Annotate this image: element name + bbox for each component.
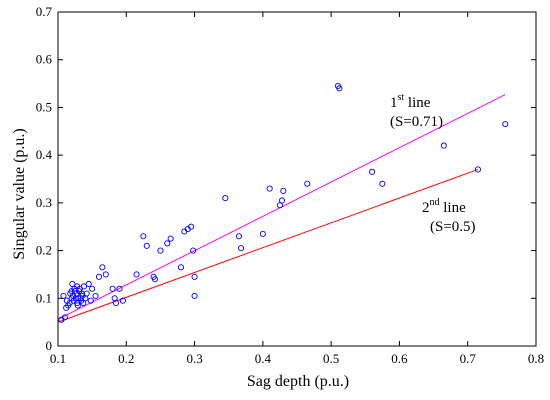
data-point (109, 285, 116, 292)
y-tick-label: 0.1 (36, 290, 52, 305)
data-point (85, 280, 92, 288)
annotation-line2-rest: line (440, 200, 467, 216)
data-point (151, 276, 159, 283)
data-points (58, 82, 509, 323)
annotation-line2-sup: nd (430, 197, 440, 208)
data-point (502, 121, 509, 128)
data-point (61, 314, 68, 321)
data-point (89, 285, 96, 292)
data-point (87, 297, 94, 304)
data-point (188, 223, 195, 230)
data-point (164, 240, 171, 247)
data-point (336, 85, 343, 92)
annotation-line1-base: 1 (390, 95, 398, 111)
x-tick-label: 0.4 (255, 351, 272, 366)
x-tick-label: 0.2 (118, 351, 134, 366)
data-point (95, 273, 103, 280)
x-tick-label: 0.8 (528, 351, 544, 366)
x-tick-label: 0.6 (391, 351, 408, 366)
data-point (379, 180, 386, 187)
svg-text:2nd line: 2nd line (422, 197, 466, 216)
data-point (99, 264, 106, 271)
annotation-line1-value: (S=0.71) (390, 114, 443, 130)
x-axis-label: Sag depth (p.u.) (247, 373, 349, 390)
data-point (190, 247, 197, 254)
data-point (83, 290, 90, 297)
data-point (140, 233, 147, 240)
fit-line-2 (57, 168, 479, 323)
x-tick-label: 0.1 (50, 351, 66, 366)
data-point (304, 180, 311, 187)
data-point (222, 195, 229, 202)
x-tick-label: 0.3 (186, 351, 202, 366)
data-point (191, 292, 198, 299)
data-point (74, 302, 81, 309)
annotation-line2-base: 2 (422, 200, 430, 216)
data-point (474, 166, 482, 173)
annotation-line1-sup: st (398, 92, 405, 103)
data-point (280, 187, 287, 194)
data-point (80, 283, 87, 290)
data-point (440, 142, 447, 149)
y-tick-label: 0 (46, 338, 53, 353)
data-point (278, 197, 286, 204)
plot-frame (57, 11, 537, 347)
data-point (235, 233, 243, 240)
data-point (143, 242, 150, 249)
y-tick-label: 0.6 (36, 52, 53, 67)
data-point (60, 292, 67, 299)
data-point (259, 230, 266, 237)
data-point (119, 297, 126, 304)
data-point (92, 292, 99, 299)
y-axis-label: Singular value (p.u.) (11, 128, 28, 260)
data-point (177, 264, 184, 271)
data-point (112, 300, 120, 307)
data-point (191, 273, 198, 280)
svg-text:1st line: 1st line (390, 92, 431, 111)
annotation-line2: 2nd line (S=0.5) (422, 197, 476, 235)
plot-area (57, 11, 537, 347)
annotation-line2-value: (S=0.5) (430, 219, 476, 235)
data-point (167, 235, 174, 242)
x-axis-ticks: 0.1 0.2 0.3 0.4 0.5 0.6 0.7 0.8 (50, 12, 544, 366)
data-point (116, 285, 123, 292)
data-point (133, 271, 140, 278)
y-tick-label: 0.4 (36, 147, 53, 162)
annotation-line1-rest: line (404, 95, 431, 111)
y-tick-label: 0.2 (36, 243, 52, 258)
data-point (237, 245, 245, 252)
data-point (102, 271, 109, 278)
y-tick-label: 0.5 (36, 99, 52, 114)
data-point (266, 185, 273, 192)
annotation-line1: 1st line (S=0.71) (390, 92, 443, 130)
y-tick-label: 0.3 (36, 195, 52, 210)
x-tick-label: 0.5 (323, 351, 339, 366)
data-point (369, 168, 376, 175)
y-axis-ticks: 0 0.1 0.2 0.3 0.4 0.5 0.6 0.7 (36, 4, 536, 353)
y-tick-label: 0.7 (36, 4, 53, 19)
data-point (157, 247, 164, 254)
x-tick-label: 0.7 (460, 351, 477, 366)
